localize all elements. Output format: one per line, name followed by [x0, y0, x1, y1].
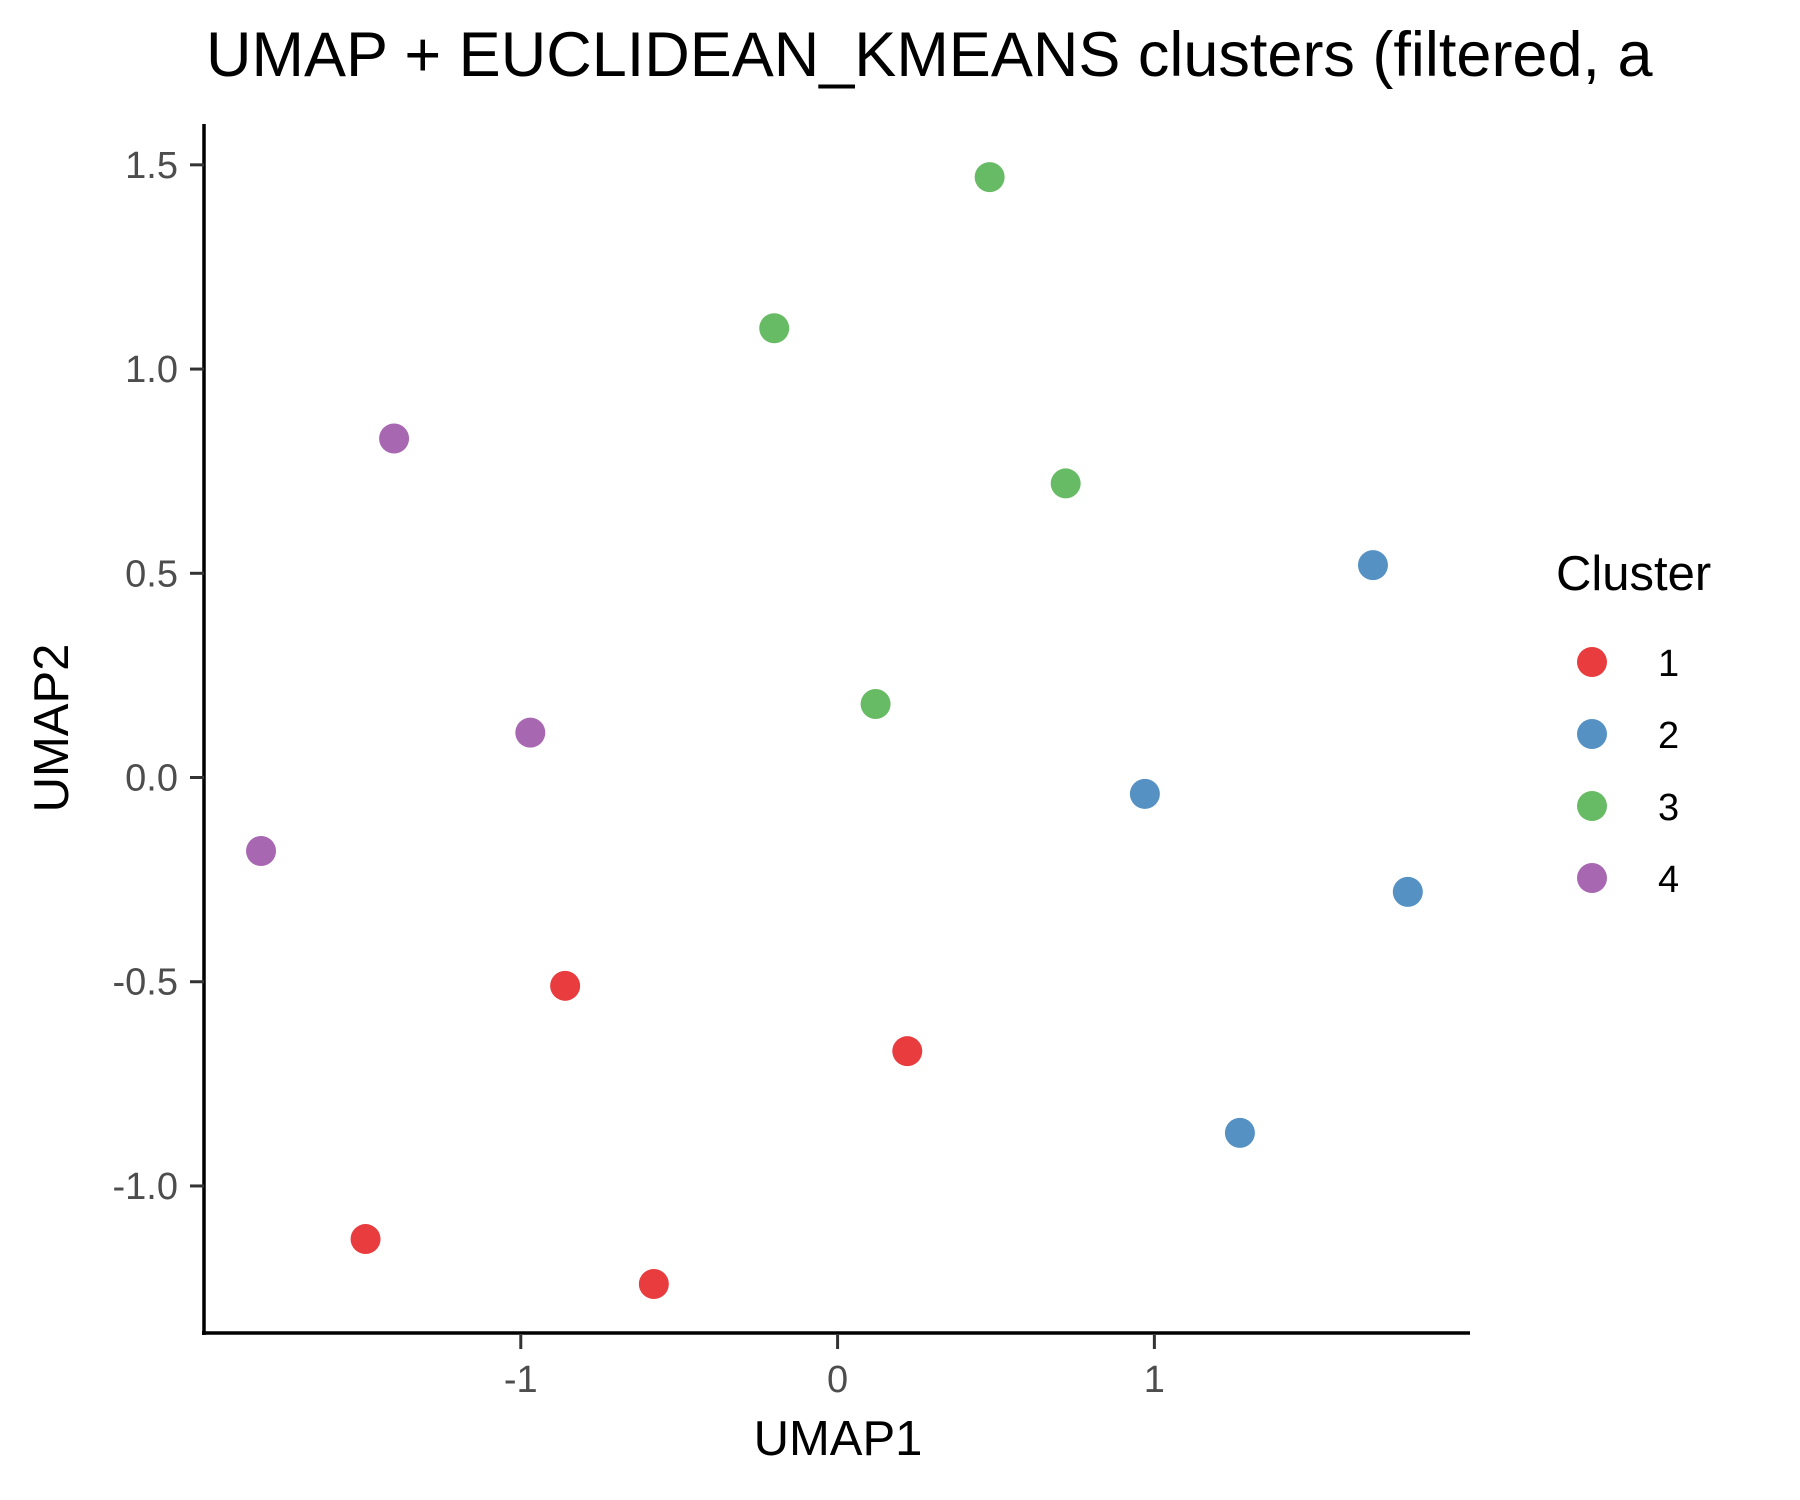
data-point-cluster-2 — [1392, 876, 1423, 907]
data-point-cluster-2 — [1224, 1117, 1255, 1148]
data-point-cluster-1 — [350, 1224, 381, 1255]
data-point-cluster-4 — [379, 423, 410, 454]
data-point-cluster-3 — [1050, 468, 1081, 499]
x-tick-label: -1 — [504, 1359, 538, 1401]
legend-key-2 — [1577, 719, 1607, 749]
data-point-cluster-3 — [759, 313, 790, 344]
plot-area: -1 0 1 -1.0 -0.5 0.0 0.5 1.0 1.5 — [113, 124, 1470, 1401]
legend-key-3 — [1577, 791, 1607, 821]
legend-key-4 — [1577, 863, 1607, 893]
y-axis-ticks: -1.0 -0.5 0.0 0.5 1.0 1.5 — [113, 145, 204, 1208]
y-tick-label: 0.0 — [125, 758, 178, 800]
x-tick-label: 0 — [827, 1359, 848, 1401]
y-tick-label: 1.0 — [125, 349, 178, 391]
data-point-cluster-3 — [860, 688, 891, 719]
x-axis-title: UMAP1 — [754, 1412, 923, 1466]
x-tick-label: 1 — [1144, 1359, 1165, 1401]
legend: Cluster 1 2 3 4 — [1556, 547, 1711, 901]
legend-label-4: 4 — [1658, 859, 1679, 901]
chart-title: UMAP + EUCLIDEAN_KMEANS clusters (filter… — [206, 20, 1654, 90]
y-axis-title: UMAP2 — [25, 644, 79, 813]
y-tick-label: -0.5 — [113, 962, 178, 1004]
data-point-cluster-4 — [515, 717, 546, 748]
data-point-cluster-1 — [550, 970, 581, 1001]
data-point-cluster-1 — [892, 1036, 923, 1067]
legend-label-2: 2 — [1658, 715, 1679, 757]
data-point-cluster-4 — [246, 836, 277, 867]
y-tick-label: 1.5 — [125, 145, 178, 187]
legend-label-3: 3 — [1658, 787, 1679, 829]
data-point-cluster-2 — [1129, 778, 1160, 809]
legend-key-1 — [1577, 647, 1607, 677]
y-tick-label: -1.0 — [113, 1166, 178, 1208]
legend-title: Cluster — [1556, 547, 1711, 601]
legend-label-1: 1 — [1658, 643, 1679, 685]
data-points — [246, 162, 1423, 1299]
y-tick-label: 0.5 — [125, 553, 178, 595]
data-point-cluster-2 — [1357, 550, 1388, 581]
data-point-cluster-1 — [638, 1268, 669, 1299]
x-axis-ticks: -1 0 1 — [504, 1335, 1165, 1401]
data-point-cluster-3 — [974, 162, 1005, 193]
